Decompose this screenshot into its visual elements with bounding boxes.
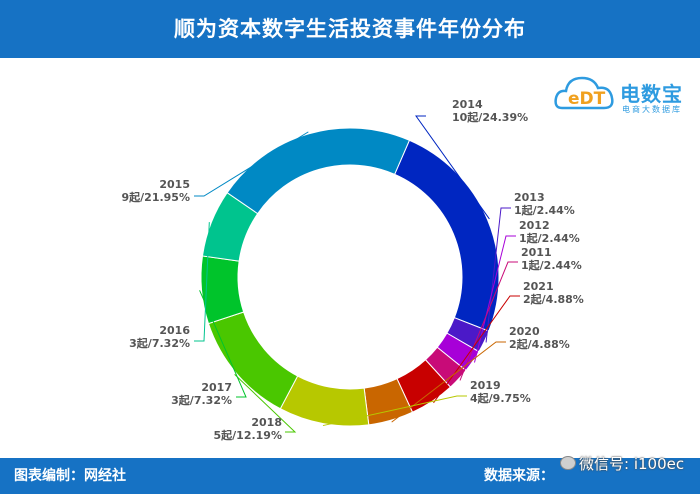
slice-value-2021: 2起/4.88% xyxy=(523,292,584,306)
slice-value-2020: 2起/4.88% xyxy=(509,337,570,351)
leader-line-2014 xyxy=(415,115,490,220)
slice-value-2018: 5起/12.19% xyxy=(214,428,283,442)
donut-slice-2014 xyxy=(393,139,500,332)
slice-value-2011: 1起/2.44% xyxy=(521,258,582,272)
logo-name: 电数宝 xyxy=(620,82,683,106)
watermark-text: 微信号: i100ec xyxy=(579,455,685,473)
page-title: 顺为资本数字生活投资事件年份分布 xyxy=(174,17,526,41)
wechat-icon xyxy=(560,456,576,470)
slice-value-2015: 9起/21.95% xyxy=(122,190,191,204)
leader-line-2021 xyxy=(433,295,520,404)
slice-label-2012: 2012 xyxy=(519,219,550,232)
slice-value-2019: 4起/9.75% xyxy=(470,391,531,405)
leader-line-2015 xyxy=(194,131,309,197)
leader-line-2018 xyxy=(234,374,297,433)
leader-line-2011 xyxy=(459,261,518,381)
slice-label-2021: 2021 xyxy=(523,280,554,293)
slice-label-2018: 2018 xyxy=(251,416,282,429)
slice-value-2012: 1起/2.44% xyxy=(519,231,580,245)
chart-title-bar: 顺为资本数字生活投资事件年份分布 xyxy=(0,0,700,58)
leader-line-2017 xyxy=(199,290,247,398)
leader-line-2012 xyxy=(474,235,516,363)
donut-slice-2015 xyxy=(226,127,411,215)
logo-subtitle: 电商大数据库 xyxy=(622,105,682,114)
donut-chart: 201410起/24.39%20131起/2.44%20121起/2.44%20… xyxy=(122,98,584,442)
logo-mark: eDT xyxy=(568,89,606,109)
slice-label-2020: 2020 xyxy=(509,325,540,338)
slice-value-2016: 3起/7.32% xyxy=(129,336,190,350)
edt-logo-icon: eDT xyxy=(554,76,614,110)
footer-bar: 图表编制：网经社 数据来源： xyxy=(0,458,700,494)
slice-label-2019: 2019 xyxy=(470,379,501,392)
footer-source: 数据来源： xyxy=(484,468,554,484)
wechat-watermark: 微信号: i100ec xyxy=(560,453,684,474)
slice-value-2013: 1起/2.44% xyxy=(514,203,575,217)
leader-line-2019 xyxy=(322,395,467,427)
footer-credit: 图表编制：网经社 xyxy=(14,468,126,484)
slice-label-2013: 2013 xyxy=(514,191,545,204)
slice-label-2016: 2016 xyxy=(159,324,190,337)
slice-value-2014: 10起/24.39% xyxy=(452,110,528,124)
slice-label-2014: 2014 xyxy=(452,98,483,111)
slice-value-2017: 3起/7.32% xyxy=(171,393,232,407)
slice-label-2017: 2017 xyxy=(201,381,232,394)
leader-line-2020 xyxy=(391,341,506,423)
slice-label-2011: 2011 xyxy=(521,246,552,259)
leader-line-2016 xyxy=(194,222,210,342)
slice-label-2015: 2015 xyxy=(159,178,190,191)
